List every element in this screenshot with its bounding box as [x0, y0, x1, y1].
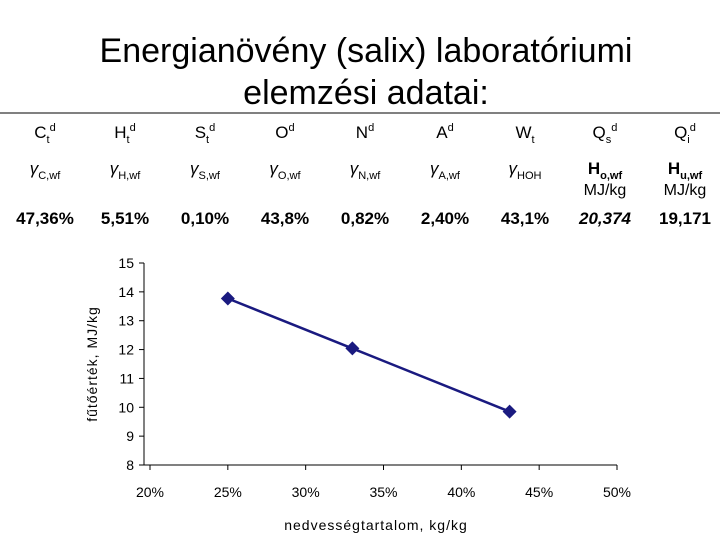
x-tick-label: 20%: [136, 484, 164, 500]
point-marker: [220, 291, 235, 306]
table-cell: γN,wf: [350, 159, 382, 182]
cell-base: H: [588, 159, 600, 178]
x-tick-label: 40%: [447, 484, 475, 500]
cell-sub: HOH: [517, 170, 542, 182]
cell-sub: t: [531, 134, 534, 146]
x-axis-label: nedvességtartalom, kg/kg: [284, 517, 468, 533]
table-value: 0,10%: [181, 209, 229, 228]
cell-base: Q: [593, 123, 606, 142]
table-cell: γH,wf: [110, 159, 142, 182]
cell-unit: MJ/kg: [664, 182, 707, 199]
table-cell: γS,wf: [190, 159, 221, 182]
table-value: 5,51%: [101, 209, 149, 228]
cell-base: γ: [30, 159, 40, 178]
cell-sub: A,wf: [439, 170, 461, 182]
y-tick-label: 8: [126, 457, 134, 473]
table-value: 19,171: [659, 209, 711, 228]
y-tick-label: 10: [118, 399, 134, 415]
x-tick-label: 50%: [603, 484, 631, 500]
table-cell: Htd: [114, 122, 136, 146]
cell-sub: t: [127, 134, 130, 146]
cell-sub: S,wf: [199, 170, 221, 182]
table-cell: Ad: [436, 122, 454, 142]
table-cell: γO,wf: [269, 159, 301, 182]
x-tick-label: 35%: [369, 484, 397, 500]
table-value: 2,40%: [421, 209, 469, 228]
cell-base: H: [114, 123, 126, 142]
cell-sup: d: [209, 122, 215, 134]
table-cell: Hu,wf: [668, 159, 703, 182]
table-cell: Std: [195, 122, 216, 146]
cell-base: S: [195, 123, 206, 142]
y-tick-label: 9: [126, 428, 134, 444]
y-tick-label: 11: [119, 370, 134, 386]
cell-sub: o,wf: [600, 170, 622, 182]
title-line: elemzési adatai:: [243, 74, 489, 112]
cell-sub: t: [206, 134, 209, 146]
cell-sub: s: [606, 134, 612, 146]
table-value: 43,8%: [261, 209, 309, 228]
cell-sub: H,wf: [118, 170, 141, 182]
y-tick-label: 13: [118, 313, 134, 329]
cell-sub: t: [47, 134, 50, 146]
cell-base: O: [275, 123, 288, 142]
cell-sub: C,wf: [38, 170, 61, 182]
cell-sub: N,wf: [358, 170, 381, 182]
table-cell: γC,wf: [30, 159, 62, 182]
cell-sup: d: [448, 122, 454, 134]
cell-sub: i: [687, 134, 689, 146]
table-cell: Qsd: [593, 122, 618, 146]
cell-base: W: [515, 123, 531, 142]
table-cell: Qid: [674, 122, 696, 146]
cell-base: γ: [190, 159, 200, 178]
y-axis-label: fűtőérték, MJ/kg: [84, 306, 100, 422]
table-cell: γA,wf: [430, 159, 461, 182]
cell-base: γ: [110, 159, 120, 178]
cell-base: γ: [269, 159, 279, 178]
title-line: Energianövény (salix) laboratóriumi: [100, 32, 633, 70]
y-tick-label: 12: [118, 342, 134, 358]
cell-base: N: [356, 123, 368, 142]
table-cell: Ho,wf: [588, 159, 623, 182]
cell-base: C: [34, 123, 46, 142]
cell-unit: MJ/kg: [584, 182, 627, 199]
cell-sup: d: [50, 122, 56, 134]
cell-base: γ: [508, 159, 518, 178]
x-tick-label: 45%: [525, 484, 553, 500]
point-marker: [502, 404, 517, 419]
table-cell: γHOH: [508, 159, 541, 182]
y-tick-label: 14: [118, 284, 134, 300]
y-tick-label: 15: [118, 255, 134, 271]
table-cell: Ctd: [34, 122, 56, 146]
cell-sup: d: [289, 122, 295, 134]
table-cell: Nd: [356, 122, 374, 142]
cell-base: H: [668, 159, 680, 178]
table-cell: Wt: [515, 123, 534, 146]
x-tick-label: 25%: [214, 484, 242, 500]
point-marker: [345, 341, 360, 356]
table-value: 0,82%: [341, 209, 389, 228]
cell-base: Q: [674, 123, 687, 142]
x-tick-label: 30%: [292, 484, 320, 500]
cell-base: γ: [430, 159, 440, 178]
table-cell: Od: [275, 122, 294, 142]
cell-sup: d: [368, 122, 374, 134]
table-value: 20,374: [578, 209, 632, 228]
cell-sup: d: [690, 122, 696, 134]
cell-base: A: [436, 123, 448, 142]
series-line: [227, 297, 511, 413]
table-value: 47,36%: [16, 209, 74, 228]
cell-sup: d: [130, 122, 136, 134]
cell-sub: O,wf: [278, 170, 302, 182]
cell-base: γ: [350, 159, 360, 178]
table-value: 43,1%: [501, 209, 549, 228]
cell-sub: u,wf: [680, 170, 702, 182]
cell-sup: d: [611, 122, 617, 134]
